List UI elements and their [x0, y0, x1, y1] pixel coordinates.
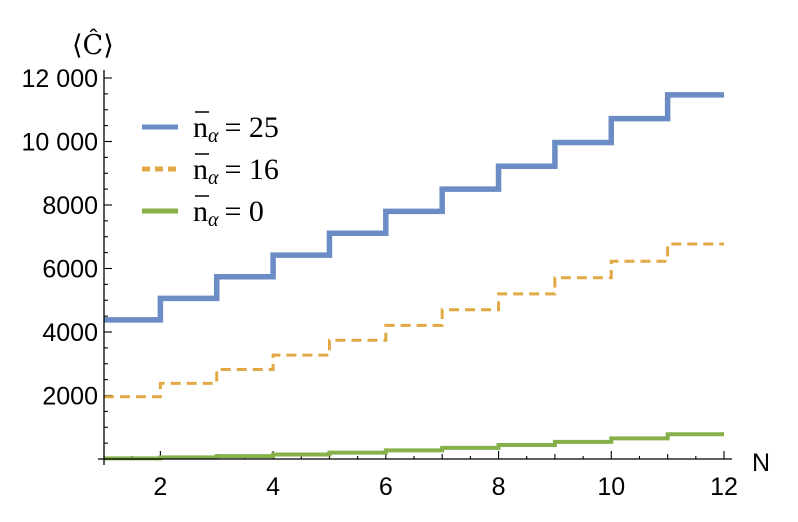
- y-tick-label: 10 000: [22, 129, 98, 157]
- legend-label-0: nα = 25: [193, 111, 279, 147]
- legend: nα = 25 nα = 16 nα = 0: [142, 111, 279, 231]
- series-line-2: [104, 432, 724, 461]
- y-tick-label: 12 000: [22, 65, 98, 93]
- tick-labels-layer: 2 4 6 8 10 12 2000 4000 6000 8000 10 000 12 000: [22, 65, 738, 501]
- y-tick-label: 8000: [42, 192, 98, 220]
- series-line-0: [104, 92, 724, 323]
- y-tick-label: 4000: [42, 319, 98, 347]
- x-tick-label: 8: [492, 473, 506, 501]
- x-tick-label: 4: [266, 473, 280, 501]
- x-tick-label: 12: [710, 473, 738, 501]
- series-layer: [104, 92, 724, 461]
- y-tick-label: 2000: [42, 383, 98, 411]
- x-tick-label: 6: [379, 473, 393, 501]
- y-tick-label: 6000: [42, 256, 98, 284]
- legend-label-1: nα = 16: [193, 153, 279, 189]
- x-axis-title: N: [752, 449, 770, 477]
- legend-label-2: nα = 0: [193, 195, 264, 231]
- series-line-1: [104, 242, 724, 399]
- x-tick-label: 2: [153, 473, 167, 501]
- x-tick-label: 10: [597, 473, 625, 501]
- y-axis-title: ⟨Ĉ⟩: [72, 27, 114, 61]
